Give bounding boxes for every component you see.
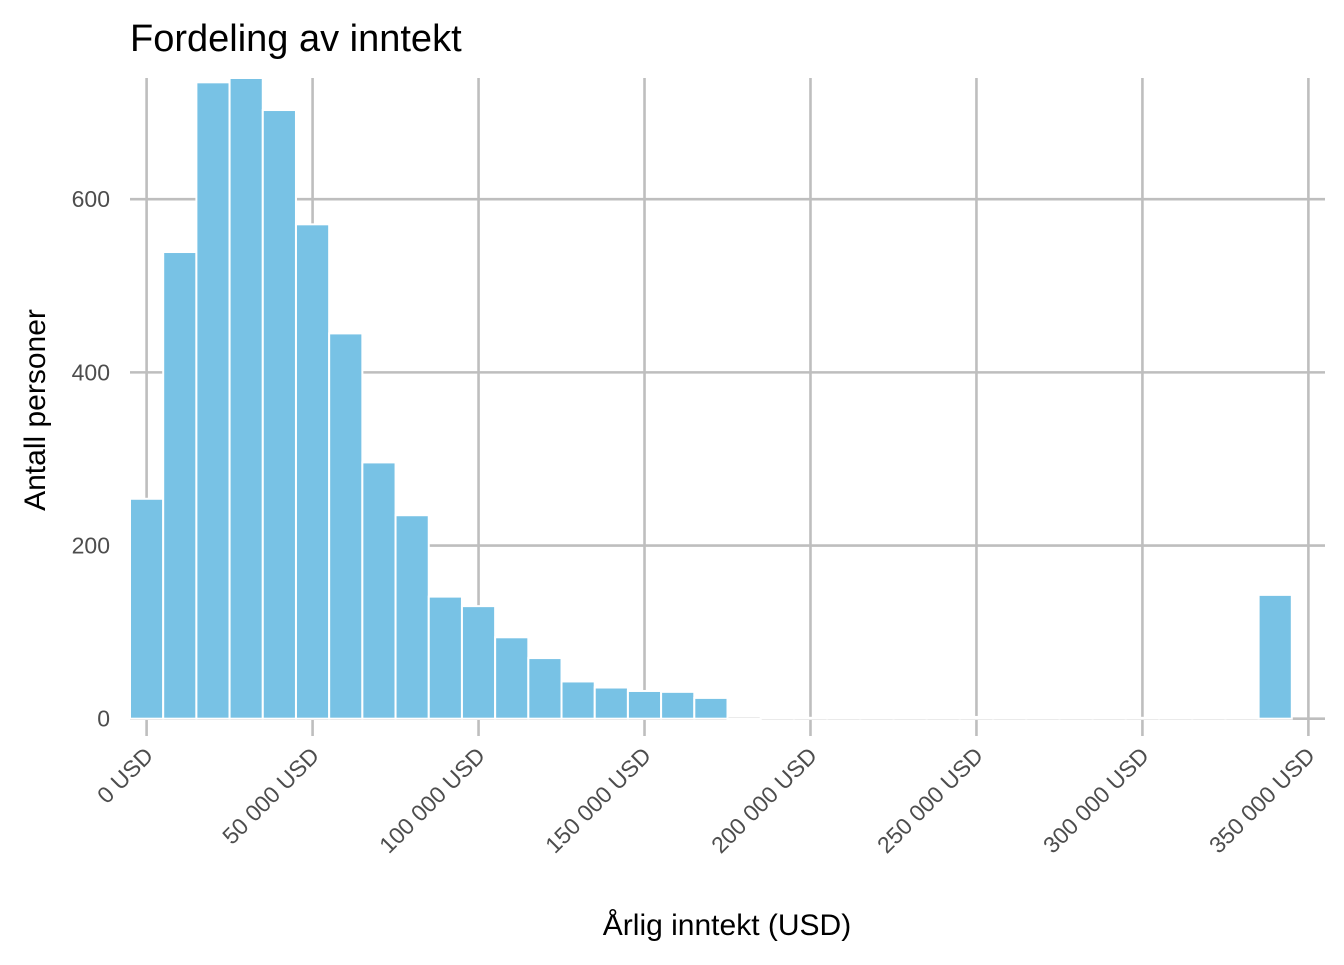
y-tick-label: 400	[72, 359, 110, 385]
histogram-bar	[162, 251, 198, 720]
histogram-bar	[560, 680, 596, 720]
histogram-bar	[1025, 716, 1061, 720]
histogram-bar	[759, 716, 795, 720]
y-tick-label: 200	[72, 533, 110, 559]
x-tick-label: 0 USD	[92, 742, 158, 808]
chart-title: Fordeling av inntekt	[130, 18, 462, 60]
histogram-bar	[1224, 716, 1260, 720]
histogram-bar	[726, 717, 762, 721]
x-tick-label: 200 000 USD	[706, 742, 822, 858]
histogram-bar	[693, 696, 729, 720]
histogram-bar	[261, 109, 297, 720]
histogram-bar	[792, 716, 829, 720]
y-axis-title: Antall personer	[19, 309, 52, 511]
histogram-bar	[361, 461, 397, 720]
histogram-bar	[228, 77, 264, 720]
y-tick-labels: 0 200 400 600	[72, 186, 110, 731]
histogram-bar	[1091, 716, 1127, 720]
histogram-bar	[527, 657, 563, 720]
histogram-bar	[958, 715, 995, 720]
histogram-bar	[1124, 716, 1161, 720]
histogram-bar	[1257, 593, 1293, 720]
histogram-bar	[892, 716, 928, 720]
histogram-bar	[494, 636, 530, 720]
histogram-bar	[195, 81, 231, 720]
histogram-bar	[460, 605, 497, 720]
histogram-bar	[394, 514, 430, 720]
x-tick-label: 100 000 USD	[374, 742, 490, 858]
x-tick-label: 350 000 USD	[1204, 742, 1320, 858]
histogram-bar	[626, 689, 663, 720]
y-tick-label: 0	[97, 706, 110, 732]
bars	[129, 77, 1293, 721]
y-tick-label: 600	[72, 186, 110, 212]
histogram-bar	[129, 497, 165, 720]
histogram-bar	[925, 715, 961, 720]
histogram-bar	[826, 716, 862, 720]
x-tick-labels: 0 USD 50 000 USD 100 000 USD 150 000 USD 200…	[92, 742, 1320, 858]
histogram-bar	[427, 595, 463, 720]
histogram-bar	[992, 716, 1028, 720]
histogram-bar	[660, 690, 696, 720]
x-tick-label: 300 000 USD	[1038, 742, 1154, 858]
histogram-bar	[328, 332, 364, 720]
histogram-bar	[1158, 716, 1194, 720]
histogram-bar	[294, 223, 331, 720]
x-tick-label: 50 000 USD	[217, 742, 324, 849]
x-tick-label: 150 000 USD	[540, 742, 656, 858]
histogram-bar	[1191, 716, 1227, 720]
histogram-bar	[859, 716, 895, 720]
x-tick-label: 250 000 USD	[872, 742, 988, 858]
histogram-bar	[1058, 716, 1094, 720]
histogram-bar	[593, 686, 629, 720]
x-axis-title: Årlig inntekt (USD)	[603, 909, 851, 942]
